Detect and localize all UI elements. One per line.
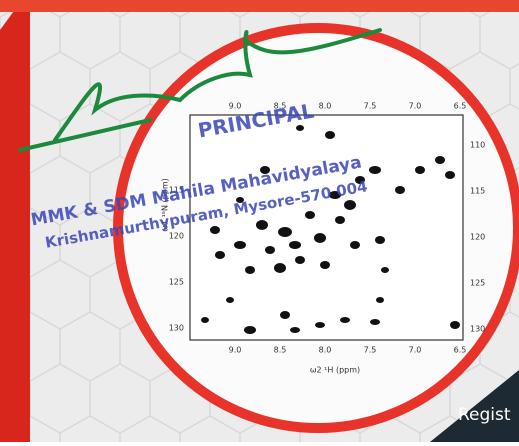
y-tick-label: 125 bbox=[169, 278, 184, 287]
x-tick-label: 7.5 bbox=[364, 346, 377, 355]
x-tick-label: 7.0 bbox=[409, 102, 422, 111]
peaks bbox=[201, 125, 460, 334]
x-tick-label: 8.5 bbox=[274, 346, 287, 355]
x-tick-label: 7.0 bbox=[409, 346, 422, 355]
y-tick-label: 130 bbox=[169, 324, 184, 333]
y-axis-label: ω1 ¹⁵N (ppm) bbox=[161, 178, 170, 231]
x-axis-label: ω2 ¹H (ppm) bbox=[310, 366, 360, 375]
x-tick-label: 6.5 bbox=[454, 346, 467, 355]
y-tick-label: 115 bbox=[470, 187, 485, 196]
x-tick-label: 8.0 bbox=[319, 346, 332, 355]
x-tick-label: 8.0 bbox=[319, 102, 332, 111]
x-tick-label: 7.5 bbox=[364, 102, 377, 111]
y-tick-label: 130 bbox=[470, 325, 485, 334]
spectrum-frame bbox=[189, 114, 464, 341]
y-tick-label: 120 bbox=[169, 232, 184, 241]
top-band bbox=[0, 0, 519, 12]
y-tick-label: 120 bbox=[470, 233, 485, 242]
y-tick-label: 115 bbox=[169, 186, 184, 195]
footer-band bbox=[430, 370, 519, 442]
signature bbox=[18, 28, 382, 152]
y-tick-label: 110 bbox=[470, 141, 485, 150]
x-tick-label: 9.0 bbox=[229, 102, 242, 111]
x-tick-label: 9.0 bbox=[229, 346, 242, 355]
x-tick-label: 6.5 bbox=[454, 102, 467, 111]
y-tick-label: 125 bbox=[470, 279, 485, 288]
spectrum: 9.0 8.5 8.0 7.5 7.0 6.5 9.0 8.5 8.0 7.5 7.0 6.5 110 1… bbox=[161, 102, 486, 375]
red-band bbox=[0, 0, 30, 442]
x-tick-label: 8.5 bbox=[274, 102, 287, 111]
footer-text: Regist bbox=[458, 405, 511, 425]
